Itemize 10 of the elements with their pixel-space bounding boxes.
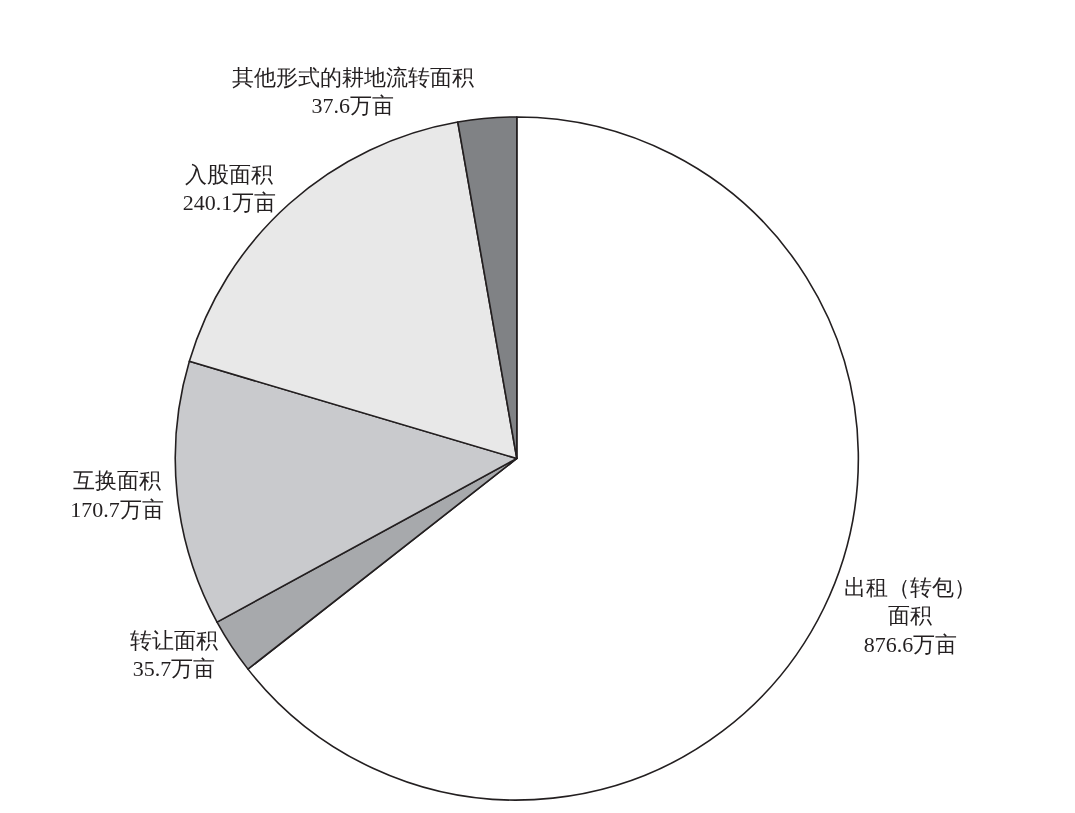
slice-label: 互换面积 xyxy=(73,467,161,493)
data-label: 240.1万亩 xyxy=(182,190,277,216)
slice-label: 出租（转包）面积 xyxy=(844,574,977,629)
data-label: 37.6万亩 xyxy=(311,93,395,119)
data-label: 876.6万亩 xyxy=(863,631,958,657)
slice-label: 其他形式的耕地流转面积 xyxy=(231,64,474,90)
slice-label: 转让面积 xyxy=(130,627,219,653)
slice-label: 入股面积 xyxy=(185,161,274,187)
data-label: 170.7万亩 xyxy=(70,496,164,522)
data-label: 35.7万亩 xyxy=(132,656,216,682)
